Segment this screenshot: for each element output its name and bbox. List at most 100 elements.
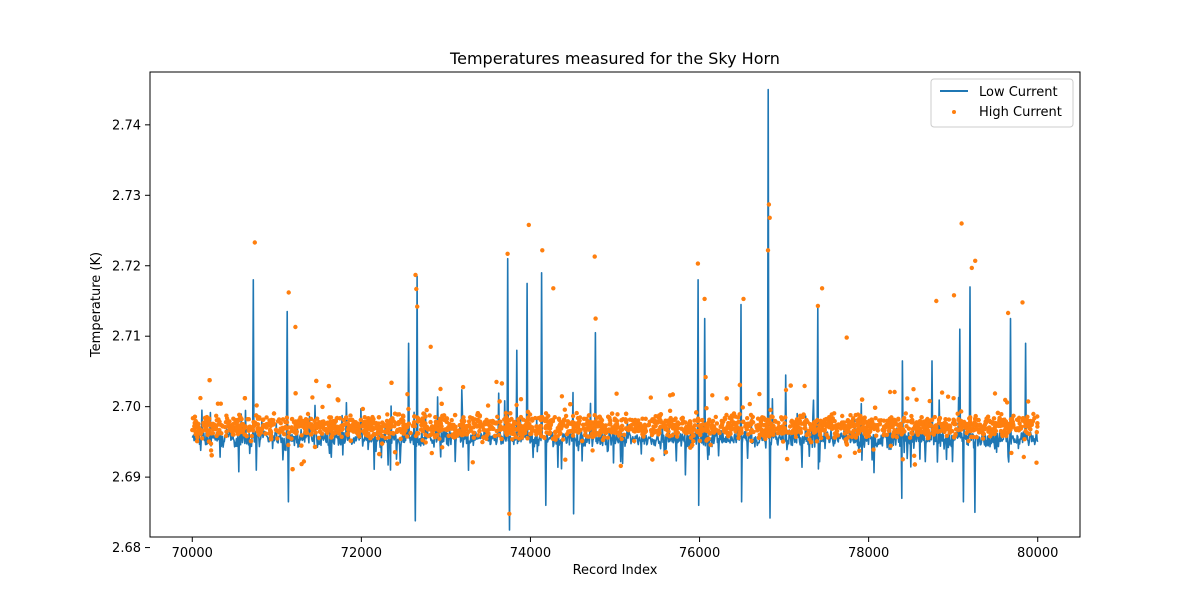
scatter-point-high-current xyxy=(542,418,548,424)
scatter-point-high-current xyxy=(224,416,230,421)
scatter-point-high-current xyxy=(566,429,571,435)
scatter-point-high-current xyxy=(428,432,433,438)
scatter-point-high-current xyxy=(361,424,367,429)
scatter-point-high-current xyxy=(1021,454,1026,460)
scatter-point-high-current xyxy=(967,416,972,421)
scatter-point-high-current xyxy=(681,419,686,424)
scatter-point-high-current xyxy=(788,383,793,388)
scatter-point-high-current xyxy=(771,428,776,433)
scatter-point-high-current xyxy=(981,431,986,437)
scatter-point-high-current xyxy=(538,427,543,433)
scatter-point-high-current xyxy=(286,290,291,295)
scatter-point-high-current xyxy=(602,424,607,429)
scatter-point-high-current xyxy=(226,421,231,427)
scatter-point-high-current xyxy=(369,427,374,433)
x-tick-label: 80000 xyxy=(1017,546,1058,561)
scatter-point-high-current xyxy=(1004,433,1009,439)
scatter-point-high-current xyxy=(507,418,512,423)
scatter-point-high-current xyxy=(924,421,929,426)
scatter-point-high-current xyxy=(344,415,349,420)
scatter-point-high-current xyxy=(282,432,287,437)
scatter-point-high-current xyxy=(641,434,646,439)
scatter-point-high-current xyxy=(732,421,737,426)
scatter-point-high-current xyxy=(605,435,610,440)
scatter-point-high-current xyxy=(534,424,539,429)
scatter-point-high-current xyxy=(299,443,304,448)
scatter-point-high-current xyxy=(606,414,611,419)
scatter-point-high-current xyxy=(837,454,842,459)
scatter-point-high-current xyxy=(246,417,251,422)
scatter-point-high-current xyxy=(848,424,854,429)
scatter-point-high-current xyxy=(896,417,901,422)
scatter-point-high-current xyxy=(457,423,462,428)
scatter-point-high-current xyxy=(929,417,935,423)
scatter-point-high-current xyxy=(484,433,489,438)
scatter-point-high-current xyxy=(482,427,487,433)
scatter-point-high-current xyxy=(204,427,209,432)
scatter-point-high-current xyxy=(198,395,203,401)
scatter-point-high-current xyxy=(538,423,544,429)
scatter-point-high-current xyxy=(1000,433,1005,439)
scatter-point-high-current xyxy=(631,428,636,434)
scatter-point-high-current xyxy=(649,432,655,438)
y-tick-label: 2.70 xyxy=(112,400,141,415)
scatter-point-high-current xyxy=(547,430,553,435)
scatter-point-high-current xyxy=(619,418,624,423)
scatter-point-high-current xyxy=(304,427,309,433)
scatter-point-high-current xyxy=(518,427,523,432)
scatter-point-high-current xyxy=(658,424,663,430)
scatter-point-high-current xyxy=(517,431,522,436)
scatter-point-high-current xyxy=(867,418,872,424)
scatter-point-high-current xyxy=(528,424,533,429)
scatter-point-high-current xyxy=(730,426,735,431)
scatter-point-high-current xyxy=(927,398,932,404)
scatter-point-high-current xyxy=(570,433,576,438)
scatter-point-high-current xyxy=(640,416,645,421)
scatter-point-high-current xyxy=(215,401,221,406)
scatter-point-high-current xyxy=(449,418,454,423)
scatter-point-high-current xyxy=(564,424,569,429)
scatter-point-high-current xyxy=(674,434,680,439)
scatter-point-high-current xyxy=(767,215,772,220)
scatter-point-high-current xyxy=(761,415,766,421)
scatter-point-high-current xyxy=(293,425,298,430)
scatter-point-high-current xyxy=(229,427,234,432)
scatter-point-high-current xyxy=(470,416,475,421)
scatter-point-high-current xyxy=(925,428,931,433)
scatter-point-high-current xyxy=(1022,423,1028,429)
scatter-point-high-current xyxy=(959,221,964,226)
scatter-point-high-current xyxy=(307,421,312,426)
scatter-point-high-current xyxy=(452,412,458,418)
scatter-point-high-current xyxy=(623,417,628,422)
scatter-point-high-current xyxy=(874,433,879,438)
legend-label-high-current: High Current xyxy=(979,105,1062,120)
scatter-point-high-current xyxy=(704,437,710,442)
scatter-point-high-current xyxy=(568,402,573,407)
scatter-point-high-current xyxy=(709,423,714,428)
scatter-point-high-current xyxy=(412,420,417,425)
scatter-point-high-current xyxy=(542,435,547,440)
scatter-point-high-current xyxy=(974,435,979,440)
scatter-point-high-current xyxy=(310,395,315,400)
scatter-point-high-current xyxy=(264,415,269,420)
scatter-point-high-current xyxy=(986,425,991,431)
scatter-point-high-current xyxy=(599,418,605,423)
scatter-point-high-current xyxy=(750,414,755,420)
scatter-point-high-current xyxy=(957,422,962,428)
scatter-point-high-current xyxy=(1034,460,1039,465)
scatter-point-high-current xyxy=(776,424,781,430)
scatter-point-high-current xyxy=(367,421,373,427)
scatter-point-high-current xyxy=(1035,424,1040,429)
chart-title: Temperatures measured for the Sky Horn xyxy=(449,49,780,68)
scatter-point-high-current xyxy=(844,335,849,340)
scatter-point-high-current xyxy=(242,432,247,437)
scatter-point-high-current xyxy=(793,431,798,436)
scatter-point-high-current xyxy=(450,434,456,439)
scatter-point-high-current xyxy=(516,421,521,427)
scatter-point-high-current xyxy=(934,298,939,304)
y-tick-label: 2.68 xyxy=(112,541,141,556)
scatter-point-high-current xyxy=(498,419,503,424)
scatter-point-high-current xyxy=(468,425,474,431)
scatter-point-high-current xyxy=(366,431,371,436)
scatter-point-high-current xyxy=(267,420,272,426)
